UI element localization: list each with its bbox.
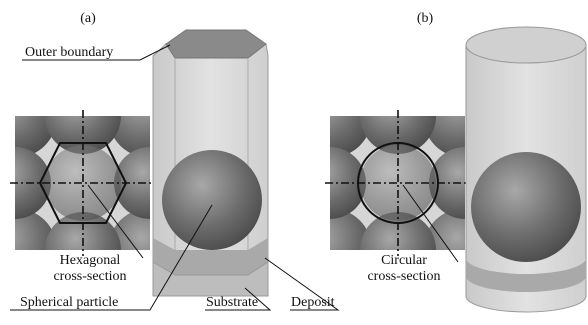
label: cross-section — [53, 269, 126, 284]
label: Hexagonal — [60, 253, 121, 268]
label: cross-section — [367, 269, 440, 284]
label: Spherical particle — [20, 295, 118, 310]
hexagonal-prism — [153, 30, 268, 296]
cylinder — [466, 27, 586, 312]
label: Outer boundary — [25, 45, 113, 60]
panel-label: (b) — [417, 11, 434, 26]
panel-label: (a) — [80, 11, 96, 26]
label: Circular — [381, 253, 427, 268]
label: Substrate — [206, 295, 258, 310]
label: Deposit — [291, 295, 335, 310]
figure: (a) (b) — [0, 0, 588, 325]
